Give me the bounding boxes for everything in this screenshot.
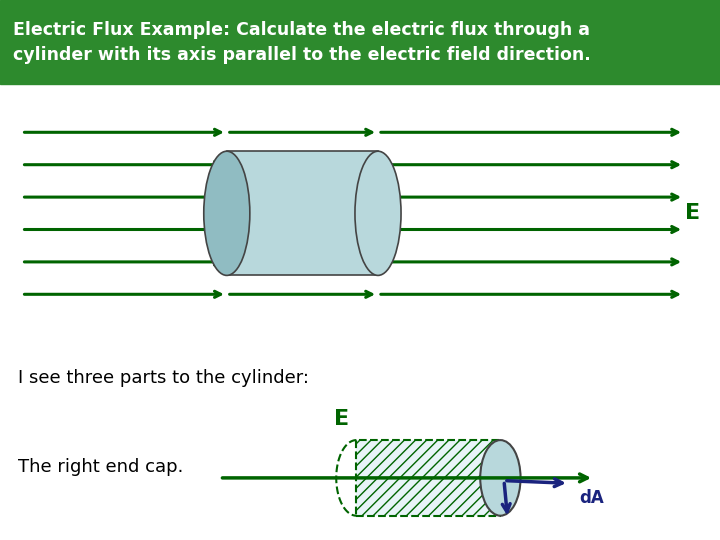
Ellipse shape [204, 151, 250, 275]
Bar [356, 440, 500, 516]
Text: Electric Flux Example: Calculate the electric flux through a
cylinder with its a: Electric Flux Example: Calculate the ele… [13, 21, 590, 64]
Text: dA: dA [580, 489, 604, 507]
Text: E: E [334, 409, 350, 429]
Text: I see three parts to the cylinder:: I see three parts to the cylinder: [18, 369, 309, 387]
Ellipse shape [355, 151, 401, 275]
Text: The right end cap.: The right end cap. [18, 458, 184, 476]
Ellipse shape [480, 440, 521, 516]
Bar [227, 151, 378, 275]
FancyBboxPatch shape [0, 0, 720, 84]
Bar [227, 151, 378, 275]
Text: E: E [685, 203, 700, 224]
